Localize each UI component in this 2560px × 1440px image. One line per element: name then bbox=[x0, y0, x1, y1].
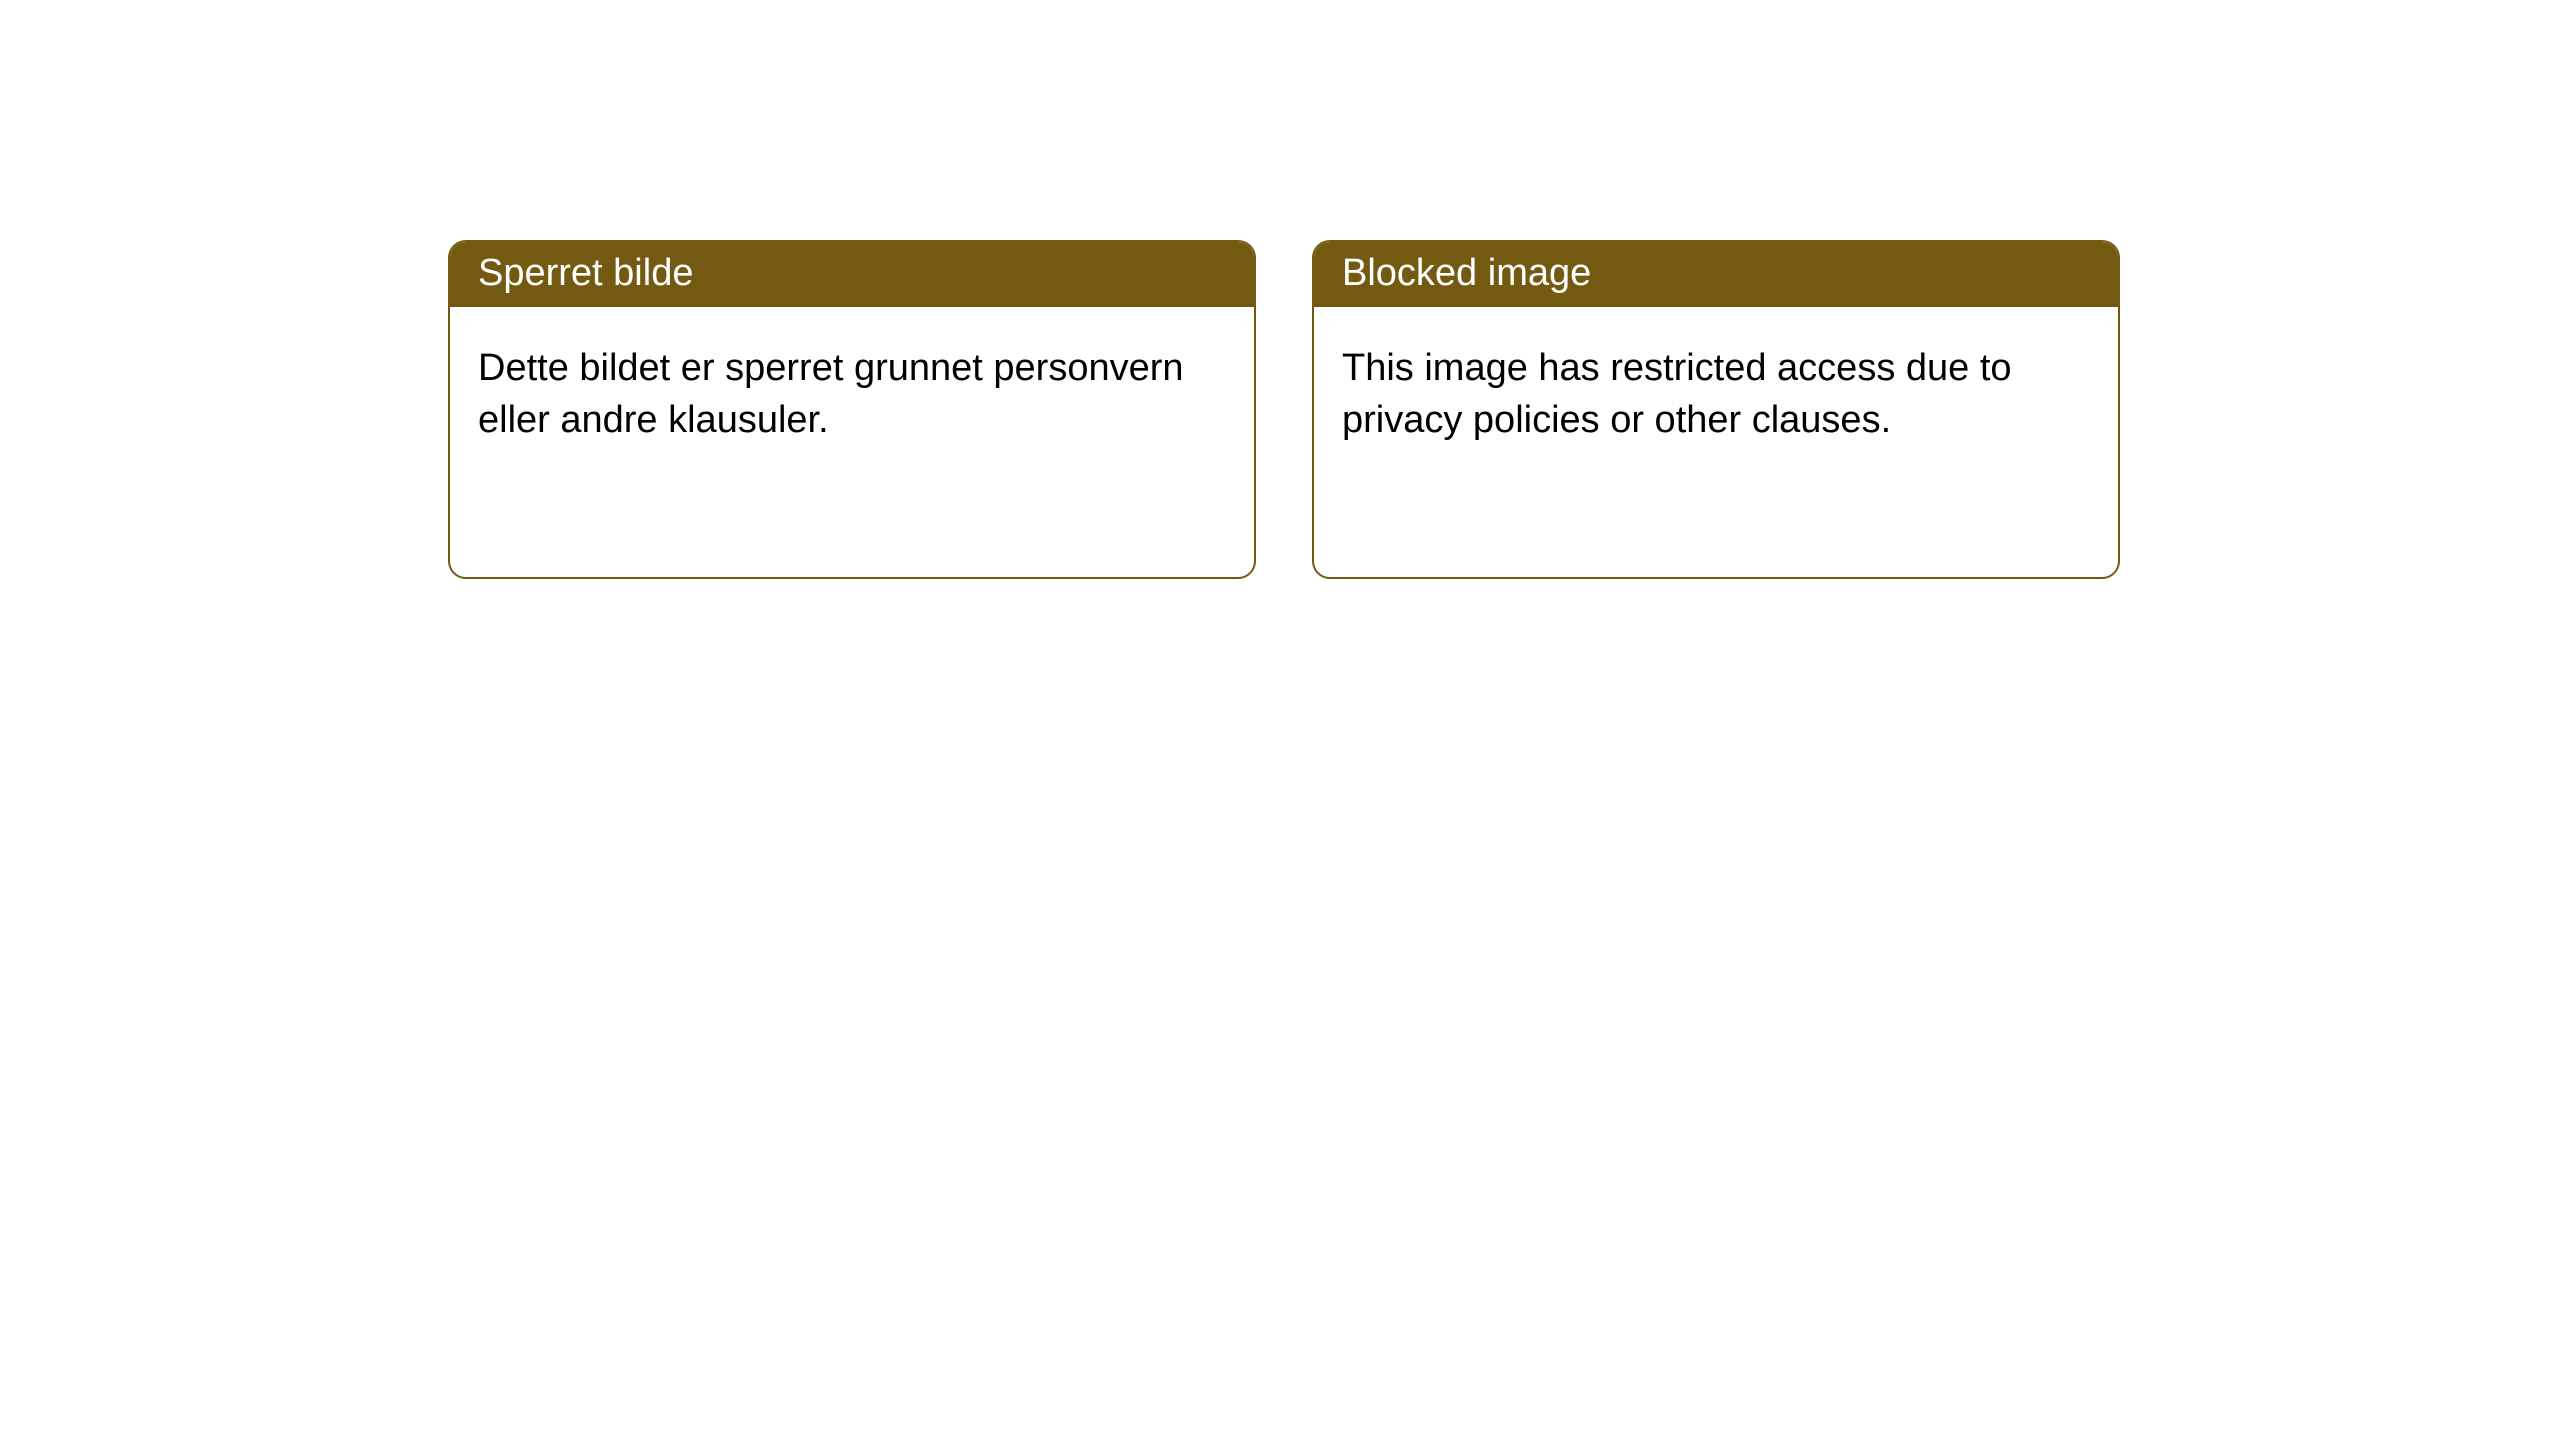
blocked-image-card-en: Blocked image This image has restricted … bbox=[1312, 240, 2120, 579]
card-body-en: This image has restricted access due to … bbox=[1314, 307, 2118, 577]
card-body-no: Dette bildet er sperret grunnet personve… bbox=[450, 307, 1254, 577]
card-header-en: Blocked image bbox=[1314, 242, 2118, 307]
notice-container: Sperret bilde Dette bildet er sperret gr… bbox=[0, 0, 2560, 579]
card-header-no: Sperret bilde bbox=[450, 242, 1254, 307]
blocked-image-card-no: Sperret bilde Dette bildet er sperret gr… bbox=[448, 240, 1256, 579]
